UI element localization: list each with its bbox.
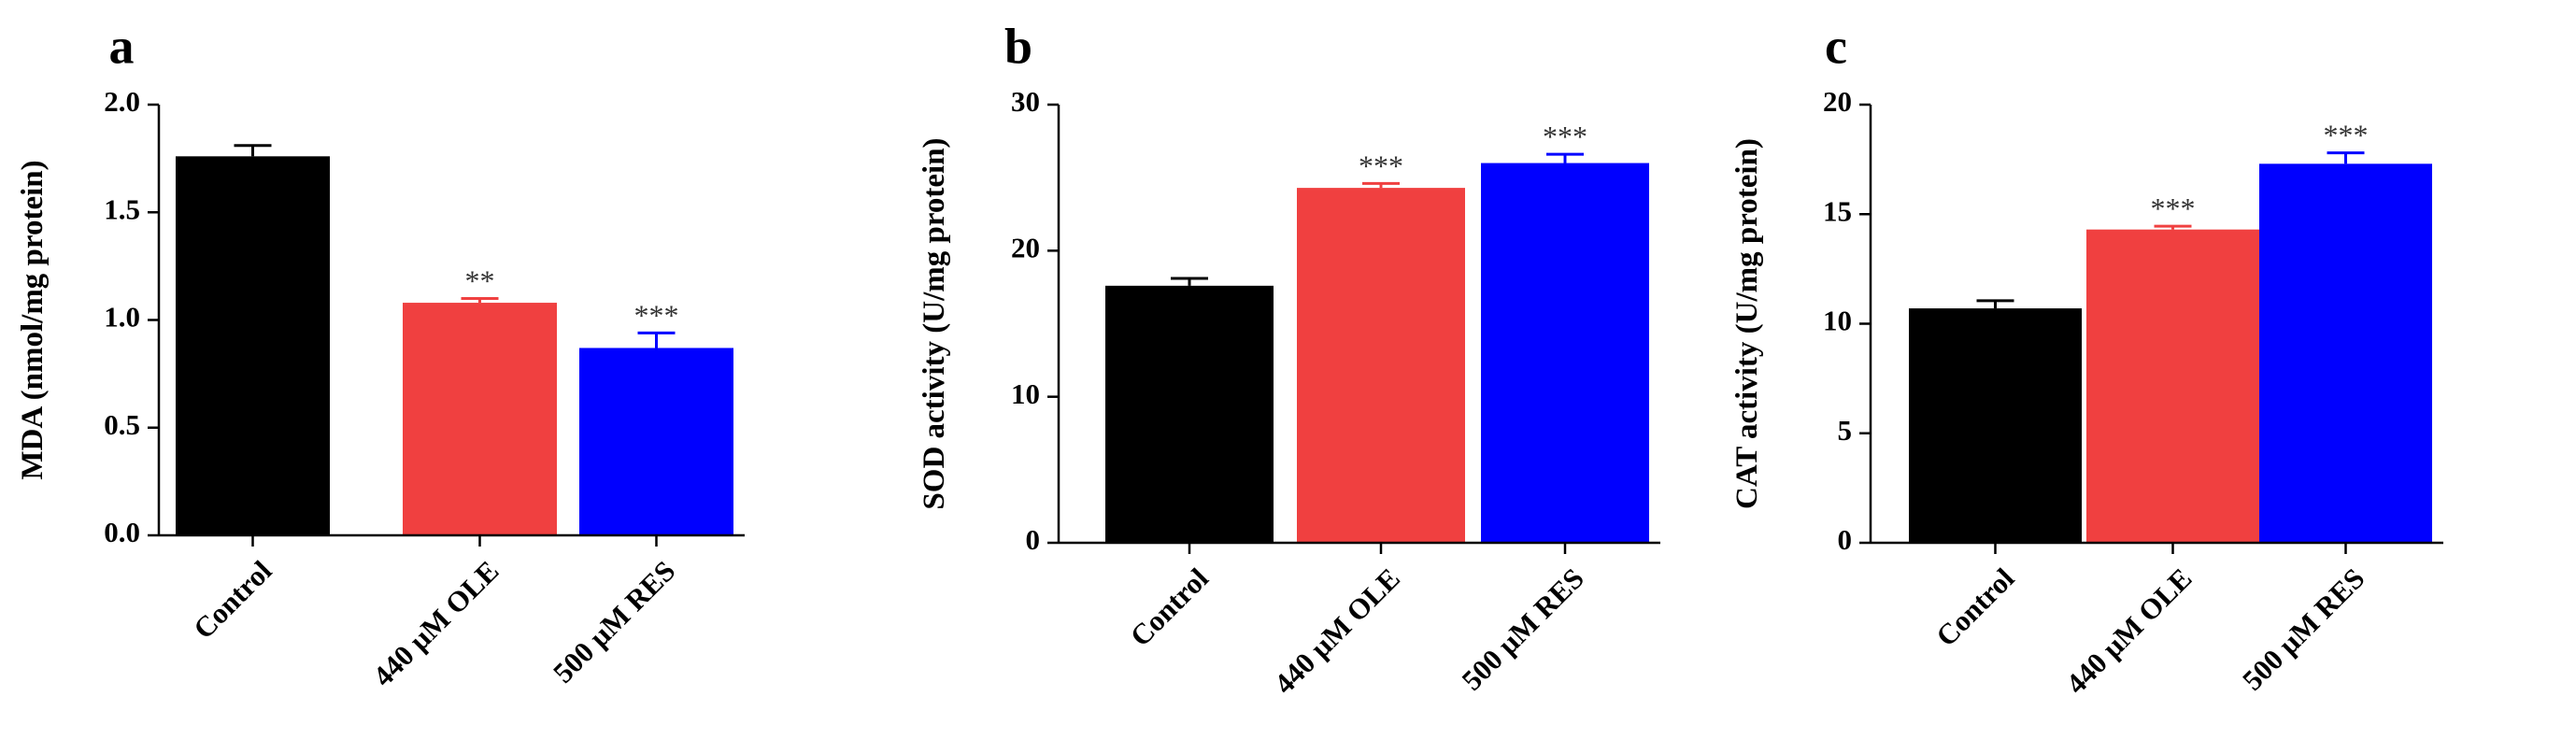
y-tick-label: 20	[1823, 85, 1852, 118]
y-tick-label: 5	[1838, 414, 1853, 447]
bar	[579, 348, 733, 535]
x-tick-label: 440 µM OLE	[1268, 561, 1406, 700]
y-axis-label: MDA (nmol/mg protein)	[16, 160, 50, 479]
x-tick-label: Control	[1124, 561, 1216, 653]
y-tick-label: 0	[1026, 523, 1041, 556]
x-tick-label: 500 µM RES	[1455, 561, 1590, 697]
chart-panel-b: b SOD activity (U/mg protein) Control *** 44…	[918, 18, 1660, 700]
y-tick-label: 10	[1823, 305, 1852, 337]
bar	[403, 303, 557, 535]
bar	[1481, 163, 1649, 544]
significance-marker: **	[465, 263, 495, 297]
x-tick-label: Control	[1929, 561, 2021, 653]
significance-marker: ***	[1359, 149, 1403, 182]
y-tick-label: 30	[1011, 85, 1040, 118]
x-tick-label: 440 µM OLE	[2059, 561, 2198, 700]
y-tick-label: 15	[1823, 194, 1852, 227]
panel-letter: c	[1825, 18, 1847, 74]
bar	[2086, 229, 2259, 544]
y-tick-label: 1.5	[104, 192, 140, 225]
panel-letter: a	[109, 18, 135, 74]
panel-letter: b	[1004, 18, 1032, 74]
y-tick-label: 0.0	[104, 516, 140, 548]
y-axis-label: SOD activity (U/mg protein)	[918, 137, 951, 509]
x-tick-label: Control	[187, 554, 278, 646]
bar	[1909, 308, 2082, 543]
x-tick-label: 500 µM RES	[2236, 561, 2371, 697]
chart-panel-a: a MDA (nmol/mg protein) Control ** 440 µM OL…	[16, 18, 745, 692]
y-tick-label: 0	[1838, 523, 1853, 556]
y-tick-label: 1.0	[104, 301, 140, 334]
significance-marker: ***	[634, 298, 679, 332]
x-tick-label: 440 µM OLE	[366, 554, 505, 692]
significance-marker: ***	[2324, 119, 2369, 152]
y-tick-label: 2.0	[104, 85, 140, 118]
y-tick-label: 0.5	[104, 408, 140, 441]
y-tick-label: 10	[1011, 377, 1040, 410]
y-axis-label: CAT activity (U/mg protein)	[1730, 138, 1764, 509]
significance-marker: ***	[2151, 192, 2196, 225]
chart-panel-c: c CAT activity (U/mg protein) Control *** 44…	[1730, 18, 2443, 700]
bar	[1105, 285, 1274, 543]
significance-marker: ***	[1543, 120, 1587, 153]
bar	[176, 156, 330, 535]
bar	[2259, 163, 2432, 543]
x-tick-label: 500 µM RES	[547, 554, 682, 689]
bar	[1297, 188, 1465, 544]
y-tick-label: 20	[1011, 231, 1040, 263]
